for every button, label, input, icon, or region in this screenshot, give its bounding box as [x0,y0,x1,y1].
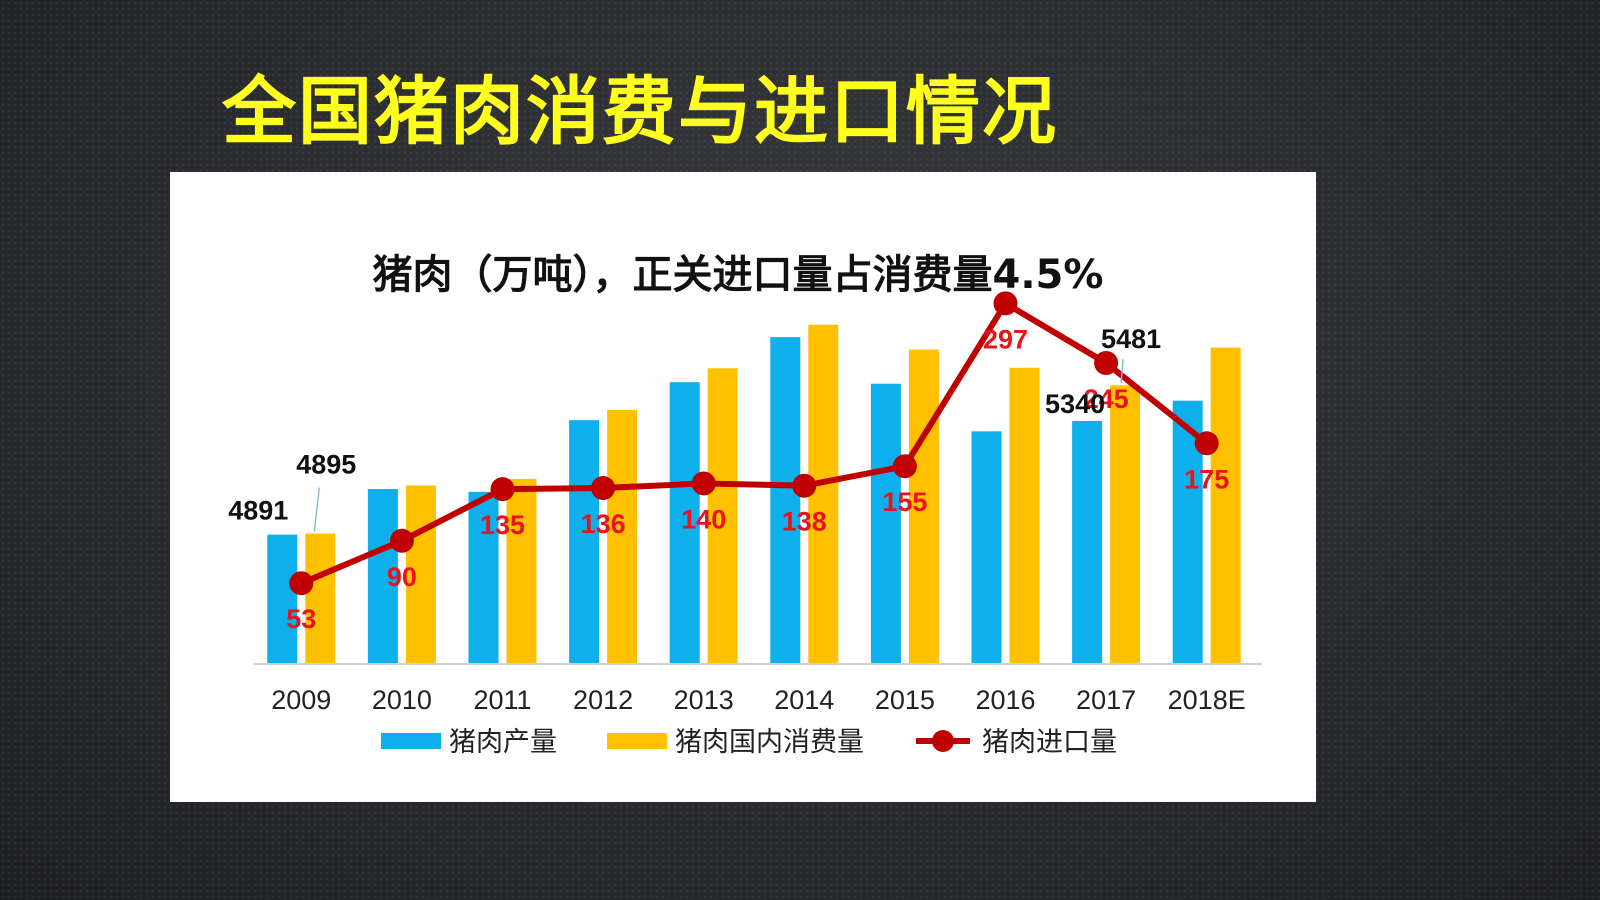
slide-title: 全国猪肉消费与进口情况 [222,69,1058,155]
x-tick-label: 2012 [573,685,633,715]
x-tick-label: 2015 [875,685,935,715]
import-point [792,473,817,498]
import-point [1094,351,1119,376]
bar-data-label: 5481 [1101,324,1161,354]
legend-swatch-consumption [607,733,667,749]
bar-production [870,383,901,664]
chart-title: 猪肉（万吨），正关进口量占消费量4.5% [373,252,1104,298]
x-tick-label: 2014 [774,685,834,715]
import-data-label: 245 [1084,384,1129,414]
legend-marker-imports [932,730,954,752]
bar-consumption [1110,385,1141,664]
import-data-label: 53 [286,604,316,634]
import-data-label: 90 [387,562,417,592]
bar-consumption [405,485,436,664]
legend-swatch-production [381,733,441,749]
legend-label-imports: 猪肉进口量 [982,727,1117,758]
bar-data-label: 4895 [296,450,356,480]
legend-label-production: 猪肉产量 [449,727,557,758]
leader-line [313,487,321,532]
import-data-label: 138 [782,507,827,537]
x-tick-label: 2009 [271,685,331,715]
import-data-label: 297 [983,324,1028,354]
import-point [289,571,314,596]
x-tick-label: 2013 [674,685,734,715]
import-line [300,300,1209,586]
x-tick-label: 2010 [372,685,432,715]
chart-panel: 猪肉（万吨），正关进口量占消费量4.5% 2009 2010 2011 2012 2013… [170,172,1316,802]
bar-consumption [1009,367,1040,664]
x-tick-label: 2017 [1076,685,1136,715]
import-point [892,454,917,479]
bar-production [367,489,398,664]
bar-production [569,420,600,664]
import-data-label: 175 [1184,464,1229,494]
import-point [490,477,515,502]
legend-label-consumption: 猪肉国内消费量 [675,727,864,758]
bar-production [770,337,801,664]
import-data-label: 136 [581,509,626,539]
pork-chart: 猪肉（万吨），正关进口量占消费量4.5% 2009 2010 2011 2012 2013… [228,252,1262,758]
bar-consumption [707,368,738,664]
bar-consumption [908,349,939,664]
bar-consumption [305,533,336,664]
import-point [389,528,414,553]
import-data-label: 140 [681,504,726,534]
bar-consumption [1210,347,1241,664]
bar-consumption [607,410,638,664]
x-tick-label: 2011 [473,685,531,715]
bar-data-label: 5340 [1045,389,1105,419]
import-point [1194,431,1219,456]
import-point [691,471,716,496]
x-tick-label: 2016 [975,685,1035,715]
import-data-label: 155 [882,487,927,517]
x-tick-label: 2018E [1168,685,1246,715]
leader-line [1120,359,1124,384]
bar-consumption [808,324,839,664]
bar-data-label: 4891 [228,496,288,526]
import-point [993,291,1018,316]
bar-consumption [506,478,537,664]
import-point [591,476,616,501]
bar-production [468,491,499,664]
bar-production [267,534,298,664]
import-data-label: 135 [480,510,525,540]
bar-production [1072,420,1103,664]
bar-production [971,431,1002,664]
bar-production [669,382,700,664]
